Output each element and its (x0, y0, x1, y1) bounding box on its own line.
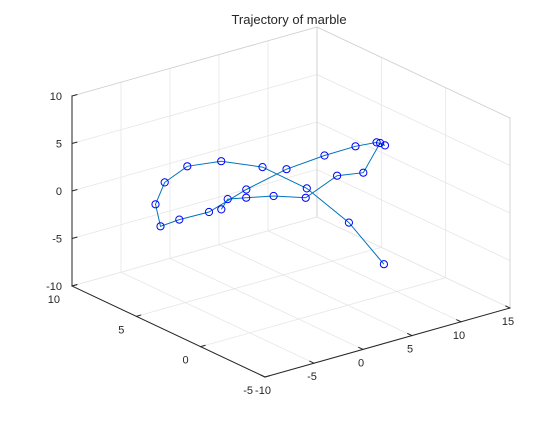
y-axis-line (71, 285, 266, 378)
data-point-marker (282, 165, 291, 174)
z-tick-mark (71, 189, 78, 192)
x-tick-label: 10 (453, 330, 465, 342)
data-point-marker (217, 205, 226, 214)
x-tick-mark (260, 374, 266, 378)
x-tick-mark (505, 305, 511, 309)
data-point-marker (204, 207, 214, 217)
grid-line-z-back-right (316, 121, 511, 214)
grid-line-x-floor (218, 244, 413, 337)
chart-title: Trajectory of marble (231, 12, 346, 27)
data-point-marker (301, 193, 310, 202)
y-tick-label: 10 (48, 294, 60, 306)
data-point-marker (333, 171, 342, 180)
grid-lines (71, 26, 511, 378)
x-tick-mark (407, 332, 413, 337)
y-tick-label: 0 (183, 355, 189, 367)
grid-line-z-back-left (71, 169, 318, 239)
grid-line-x-floor (169, 257, 364, 350)
data-point-marker (379, 260, 388, 269)
y-tick-mark (264, 375, 271, 378)
z-tick-mark (71, 94, 78, 97)
z-tick-label: 0 (56, 186, 62, 198)
data-point-marker (217, 157, 226, 166)
data-point-marker (151, 200, 160, 209)
z-tick-mark (71, 284, 78, 287)
grid-line-z-back-right (316, 168, 511, 262)
z-tick-mark (71, 141, 78, 145)
data-point-marker (183, 162, 192, 171)
grid-line-z-back-left (71, 216, 318, 287)
z-tick-label: 10 (50, 91, 62, 103)
data-point-marker (302, 184, 311, 193)
data-point-marker (344, 218, 353, 227)
data-series (151, 138, 390, 269)
data-point-marker (160, 178, 169, 187)
data-point-marker (376, 138, 385, 148)
data-point-marker (351, 142, 360, 151)
data-point-marker (175, 215, 184, 224)
x-tick-label: 5 (407, 344, 413, 356)
data-point-marker (359, 168, 368, 177)
grid-line-z-back-right (316, 216, 511, 309)
data-point-marker (269, 191, 278, 201)
box-edge-top-back (71, 26, 318, 97)
x-tick-mark (456, 319, 462, 323)
data-point-marker (372, 138, 381, 147)
y-tick-label: -5 (243, 385, 253, 397)
axis-lines (71, 94, 511, 378)
data-point-marker (380, 141, 390, 150)
y-tick-label: 5 (118, 324, 124, 336)
data-point-marker (156, 222, 165, 231)
x-tick-label: 15 (502, 316, 514, 328)
x-tick-mark (358, 346, 364, 351)
x-tick-mark (309, 360, 315, 364)
x-axis-line (264, 307, 511, 378)
grid-line-z-back-left (71, 121, 318, 192)
x-tick-label: -5 (307, 371, 317, 383)
data-point-marker (223, 195, 232, 204)
data-point-marker (320, 151, 329, 160)
z-tick-label: -10 (46, 281, 62, 293)
grid-line-x-floor (267, 230, 462, 323)
grid-line-z-back-left (71, 74, 318, 144)
trajectory-line (154, 141, 386, 265)
data-point-marker (242, 185, 251, 194)
z-tick-mark (71, 236, 78, 240)
box-edge-top-right (316, 26, 511, 119)
data-point-marker (258, 163, 267, 172)
grid-line-y-floor (135, 246, 382, 317)
grid-line-x-floor (120, 271, 315, 364)
y-tick-mark (200, 344, 206, 348)
z-tick-label: 5 (56, 139, 62, 151)
x-tick-label: -10 (255, 385, 271, 397)
grid-line-z-back-right (316, 73, 511, 167)
x-tick-label: 0 (358, 357, 364, 369)
grid-line-y-floor (200, 277, 447, 348)
z-tick-label: -5 (52, 234, 62, 246)
y-tick-mark (135, 314, 142, 317)
data-point-marker (242, 193, 251, 202)
